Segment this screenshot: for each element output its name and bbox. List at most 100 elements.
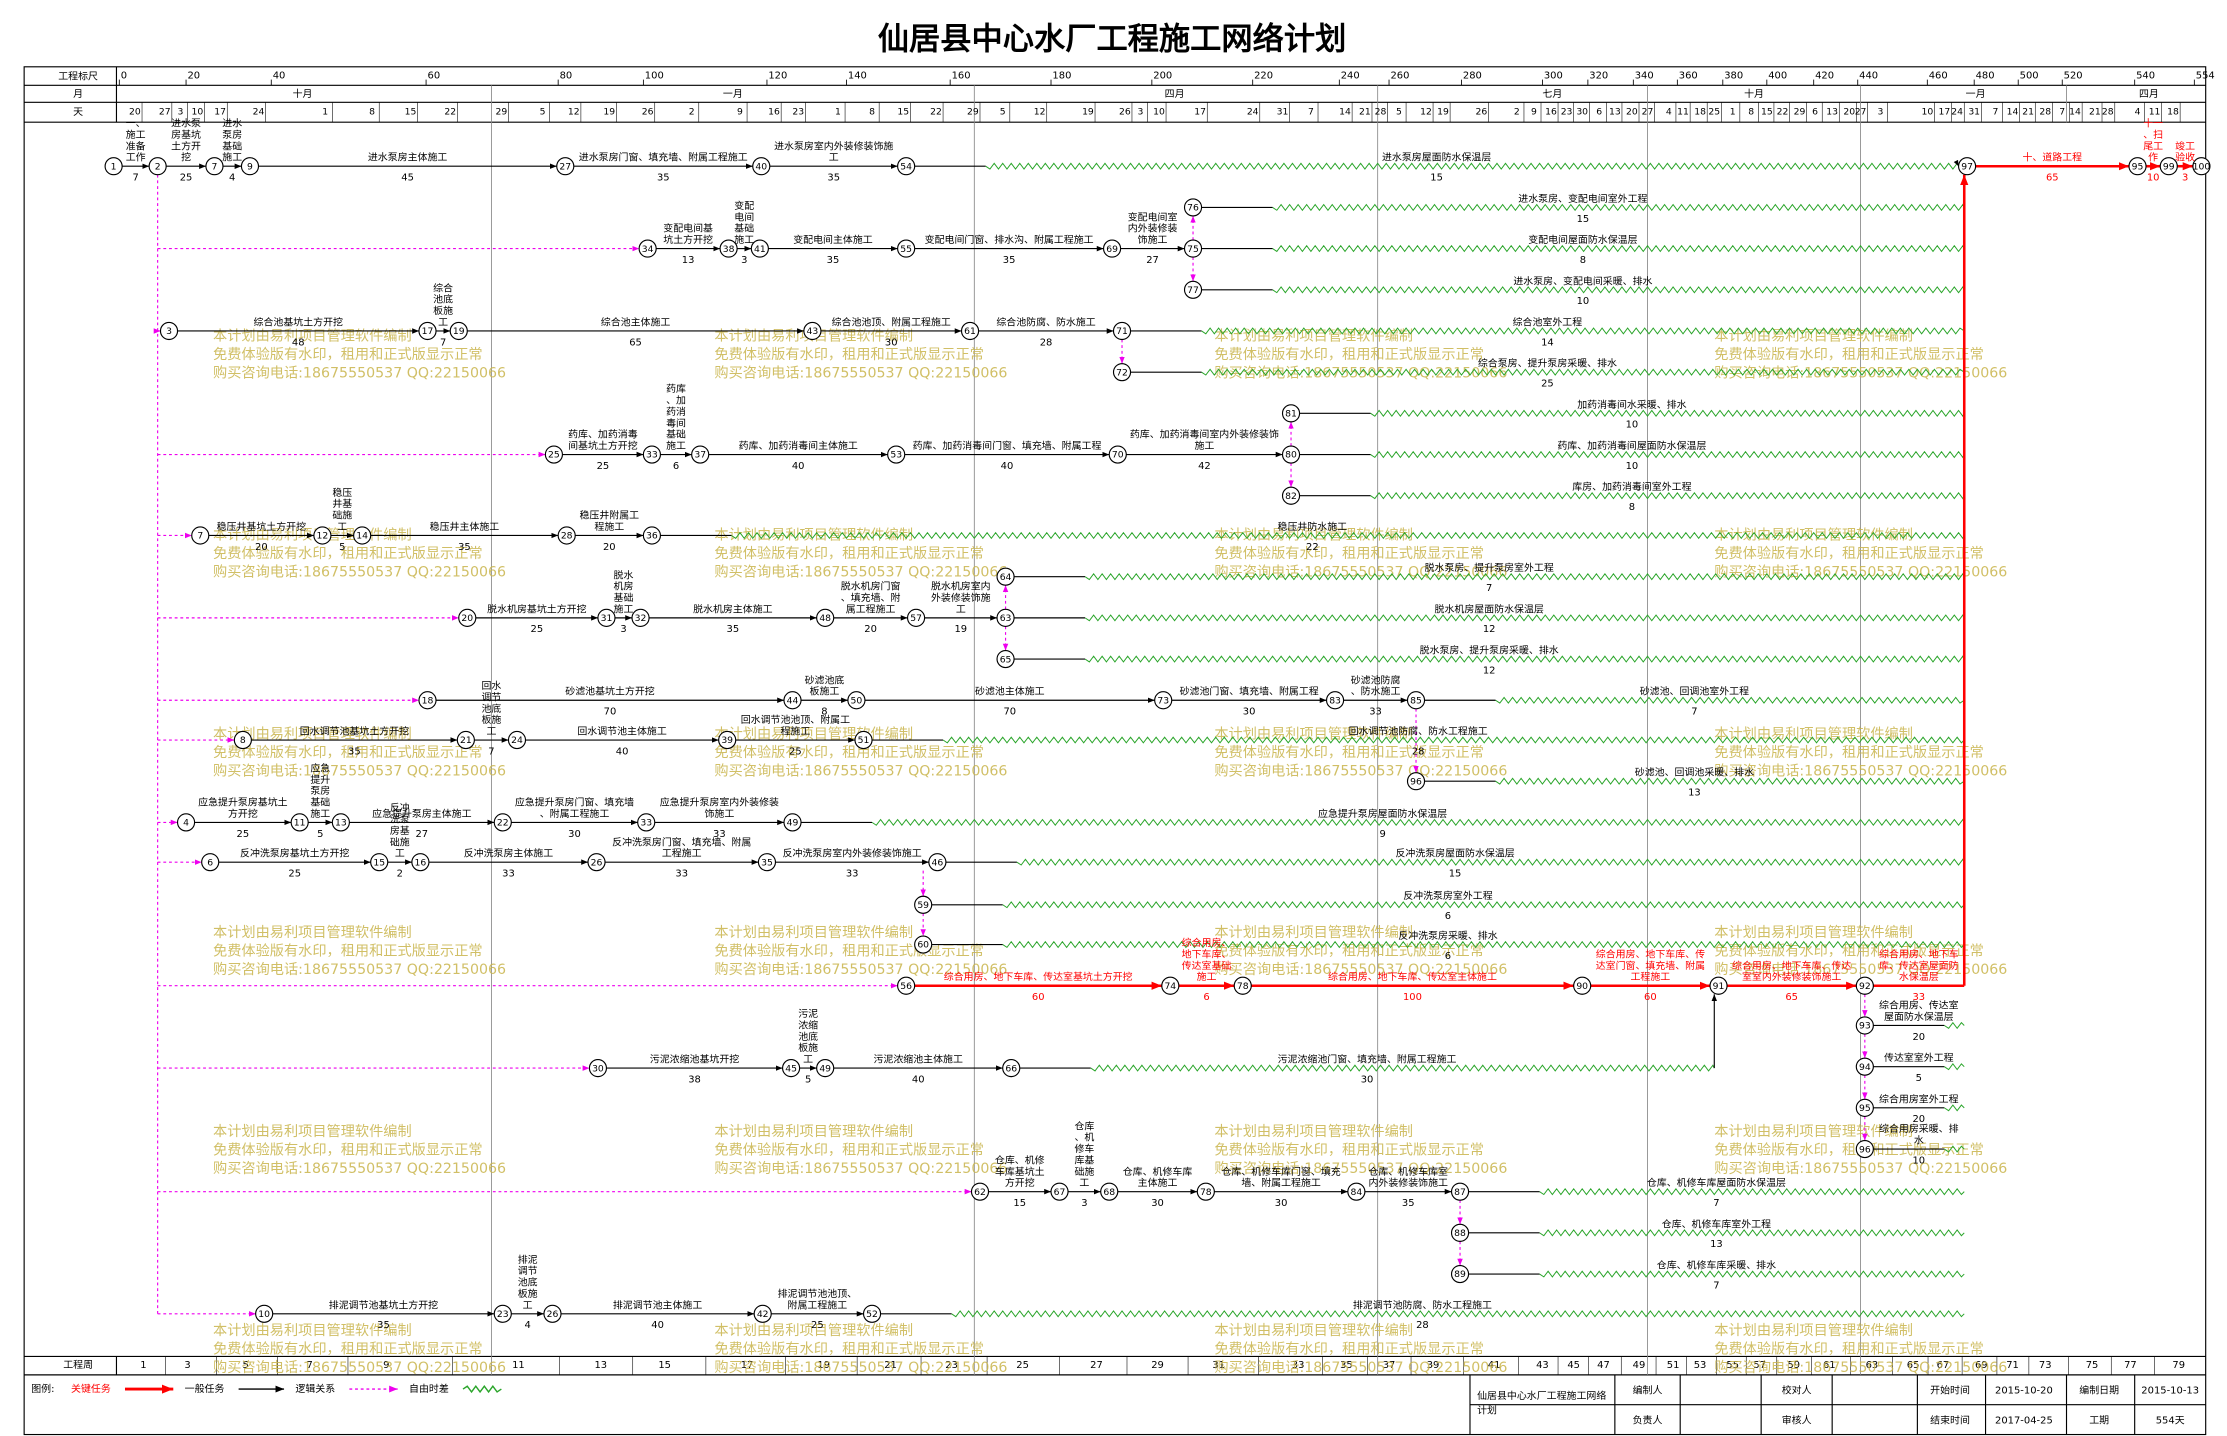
node xyxy=(493,813,512,832)
node-label: 95 xyxy=(2132,161,2144,172)
node xyxy=(1002,1059,1021,1078)
node xyxy=(331,813,350,832)
node xyxy=(1709,976,1728,995)
task-duration: 15 xyxy=(1449,869,1462,880)
ruler-tick-label: 60 xyxy=(428,70,441,81)
node xyxy=(750,239,769,258)
node-label: 24 xyxy=(511,735,523,746)
task-name: 药库、加药消毒间基坑土方开挖 xyxy=(568,428,638,452)
free-float xyxy=(871,818,1965,827)
day: 21 xyxy=(2022,107,2034,118)
node xyxy=(191,526,210,545)
node xyxy=(1281,486,1301,505)
ruler-tick-label: 220 xyxy=(1254,70,1273,81)
node xyxy=(996,608,1015,627)
ruler-tick-label: 40 xyxy=(273,70,286,81)
task-name: 变配电间主体施工 xyxy=(793,233,873,246)
task-duration: 25 xyxy=(597,461,610,472)
node xyxy=(631,608,650,627)
day: 10 xyxy=(1153,107,1165,118)
task-duration: 13 xyxy=(1710,1239,1723,1250)
task-duration: 6 xyxy=(1203,992,1209,1003)
node-label: 50 xyxy=(851,695,863,706)
node-label: 38 xyxy=(723,244,735,255)
task-name: 综合用房、地下车库、传达室屋面防水保温层 xyxy=(1879,947,1959,983)
info-project: 仙居县中心水厂工程施工网络计划 xyxy=(1477,1389,1606,1416)
task-duration: 10 xyxy=(2147,173,2160,184)
task-duration: 33 xyxy=(713,829,726,840)
day: 4 xyxy=(1666,107,1672,118)
day: 18 xyxy=(2167,107,2179,118)
node-label: 96 xyxy=(1410,776,1422,787)
node xyxy=(970,1182,990,1201)
node xyxy=(1450,1223,1470,1242)
watermark: 免费体验版有水印，租用和正式版显示正常 xyxy=(213,745,483,761)
free-float xyxy=(1944,1145,1965,1153)
node-label: 48 xyxy=(819,613,831,624)
task-name: 应急提升泵房室内外装修装饰施工 xyxy=(660,796,779,820)
watermark: 购买咨询电话:18675550537 QQ:22150066 xyxy=(714,1161,1007,1177)
ruler-tick-label: 440 xyxy=(1859,70,1878,81)
watermark: 购买咨询电话:18675550537 QQ:22150066 xyxy=(1714,962,2007,978)
node xyxy=(782,1059,801,1078)
node xyxy=(753,1304,772,1323)
node xyxy=(1281,404,1301,423)
watermark: 免费体验版有水印，租用和正式版显示正常 xyxy=(213,944,483,960)
node-label: 68 xyxy=(1103,1187,1115,1198)
day: 2 xyxy=(1514,107,1520,118)
watermark: 购买咨询电话:18675550537 QQ:22150066 xyxy=(213,1161,506,1177)
watermark: 免费体验版有水印，租用和正式版显示正常 xyxy=(714,745,984,761)
task-name: 变配电间屋面防水保温层 xyxy=(1528,233,1637,246)
ruler-tick-label: 500 xyxy=(2020,70,2039,81)
task-name: 综合池主体施工 xyxy=(601,315,671,328)
task-name: 进水泵房、变配电间室外工程 xyxy=(1518,192,1647,205)
week: 53 xyxy=(1694,1360,1707,1371)
node xyxy=(816,608,835,627)
task-name: 综合用房、地下车库、传达室门窗、填充墙、附属工程施工 xyxy=(1596,947,1705,983)
day: 28 xyxy=(1375,107,1387,118)
node xyxy=(1855,1016,1874,1035)
watermark: 购买咨询电话:18675550537 QQ:22150066 xyxy=(714,962,1007,978)
task-duration: 10 xyxy=(1912,1155,1925,1166)
day: 25 xyxy=(1708,107,1720,118)
day: 24 xyxy=(253,107,265,118)
node xyxy=(1183,239,1203,258)
week: 27 xyxy=(1090,1360,1103,1371)
task-duration: 7 xyxy=(440,337,446,348)
free-float xyxy=(1539,1187,1965,1196)
node-label: 62 xyxy=(974,1187,986,1198)
task-duration: 7 xyxy=(132,173,138,184)
node-label: 4 xyxy=(183,818,189,829)
task-duration: 35 xyxy=(827,173,840,184)
day: 21 xyxy=(2089,107,2101,118)
node-label: 32 xyxy=(635,613,647,624)
task-name: 砂滤池、回调池采暖、排水 xyxy=(1635,766,1754,779)
day: 1 xyxy=(835,107,841,118)
node xyxy=(588,1059,608,1078)
watermark: 购买咨询电话:18675550537 QQ:22150066 xyxy=(213,763,506,779)
task-name: 排泥调节池池顶、附属工程施工 xyxy=(778,1287,858,1311)
task-duration: 8 xyxy=(1629,502,1635,513)
task-name: 药库、加药消毒间屋面防水保温层 xyxy=(1557,439,1706,452)
node-label: 100 xyxy=(2193,161,2211,172)
task-name: 污泥浓缩池门窗、填充墙、附属工程施工 xyxy=(1278,1053,1457,1066)
ruler-tick-label: 100 xyxy=(645,70,664,81)
node-label: 14 xyxy=(356,531,368,542)
ruler-tick-label: 180 xyxy=(1052,70,1071,81)
task-duration: 25 xyxy=(237,829,250,840)
ruler-tick-label: 300 xyxy=(1544,70,1563,81)
ruler-tick-label: 400 xyxy=(1768,70,1787,81)
watermark: 购买咨询电话:18675550537 QQ:22150066 xyxy=(1214,763,1507,779)
task-name: 十、道路工程 xyxy=(2022,151,2082,164)
watermark: 本计划由易利项目管理软件编制 xyxy=(213,1124,412,1140)
node-label: 33 xyxy=(640,818,652,829)
watermark: 免费体验版有水印，租用和正式版显示正常 xyxy=(1214,944,1484,960)
node-label: 99 xyxy=(2163,161,2175,172)
node-label: 49 xyxy=(819,1063,831,1074)
watermark: 购买咨询电话:18675550537 QQ:22150066 xyxy=(213,962,506,978)
task-name: 反冲洗泵房室内外装修装饰施工 xyxy=(783,847,922,860)
day: 31 xyxy=(1277,107,1289,118)
node-label: 91 xyxy=(1713,981,1725,992)
week: 77 xyxy=(2124,1360,2137,1371)
